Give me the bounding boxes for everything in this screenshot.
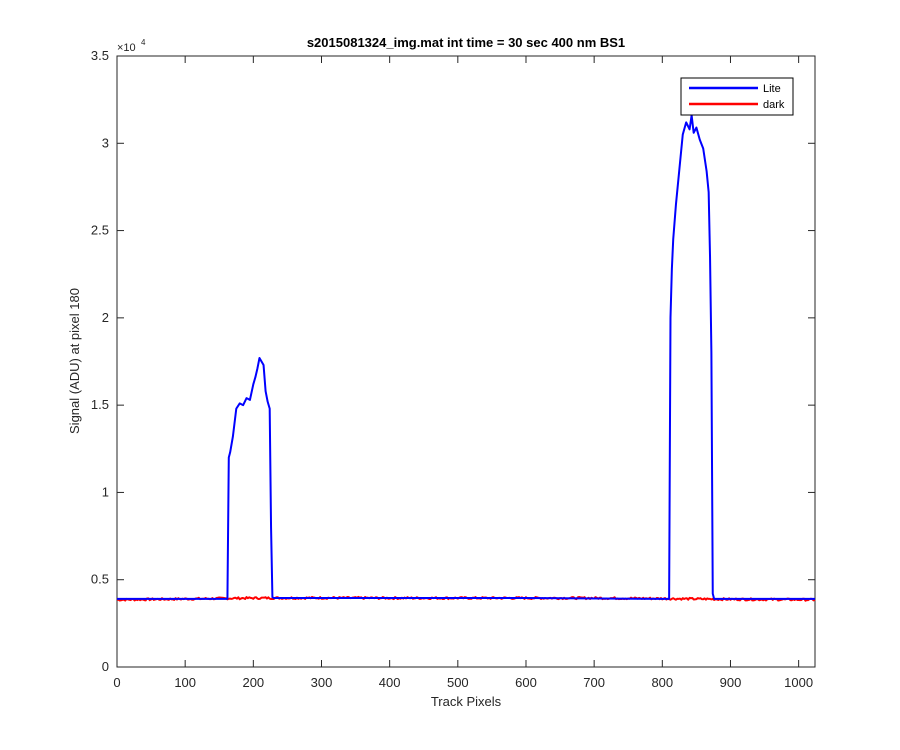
chart-title: s2015081324_img.mat int time = 30 sec 40… bbox=[307, 35, 625, 50]
legend-box bbox=[680, 77, 794, 116]
y-exponent-power: 4 bbox=[141, 38, 146, 47]
series-line-lite bbox=[117, 114, 815, 600]
y-tick-label: 0 bbox=[102, 659, 109, 674]
x-tick-label: 400 bbox=[379, 675, 401, 690]
y-tick-label: 1 bbox=[102, 484, 109, 499]
legend: Lite dark bbox=[680, 77, 794, 116]
x-tick-label: 900 bbox=[720, 675, 742, 690]
x-tick-label: 600 bbox=[515, 675, 537, 690]
x-tick-label: 100 bbox=[174, 675, 196, 690]
x-axis-ticks: 0 100 200 300 400 500 600 700 800 900 1000 bbox=[113, 56, 813, 690]
x-tick-label: 1000 bbox=[784, 675, 813, 690]
legend-label-dark: dark bbox=[763, 99, 785, 111]
y-exponent-base: ×10 bbox=[117, 42, 136, 54]
x-tick-label: 700 bbox=[583, 675, 605, 690]
y-tick-label: 2.5 bbox=[91, 223, 109, 238]
y-tick-label: 0.5 bbox=[91, 572, 109, 587]
y-tick-label: 3 bbox=[102, 135, 109, 150]
y-tick-label: 1.5 bbox=[91, 397, 109, 412]
plot-area bbox=[116, 55, 816, 668]
x-tick-label: 300 bbox=[311, 675, 333, 690]
y-axis-ticks: 0 0.5 1 1.5 2 2.5 3 3.5 bbox=[91, 48, 815, 674]
y-tick-label: 2 bbox=[102, 310, 109, 325]
x-tick-label: 200 bbox=[242, 675, 264, 690]
x-tick-label: 500 bbox=[447, 675, 469, 690]
x-axis-label: Track Pixels bbox=[431, 694, 502, 709]
y-tick-label: 3.5 bbox=[91, 48, 109, 63]
y-axis-label: Signal (ADU) at pixel 180 bbox=[67, 288, 82, 434]
series-layer bbox=[116, 114, 816, 602]
x-tick-label: 800 bbox=[651, 675, 673, 690]
legend-label-lite: Lite bbox=[763, 83, 781, 95]
x-tick-label: 0 bbox=[113, 675, 120, 690]
